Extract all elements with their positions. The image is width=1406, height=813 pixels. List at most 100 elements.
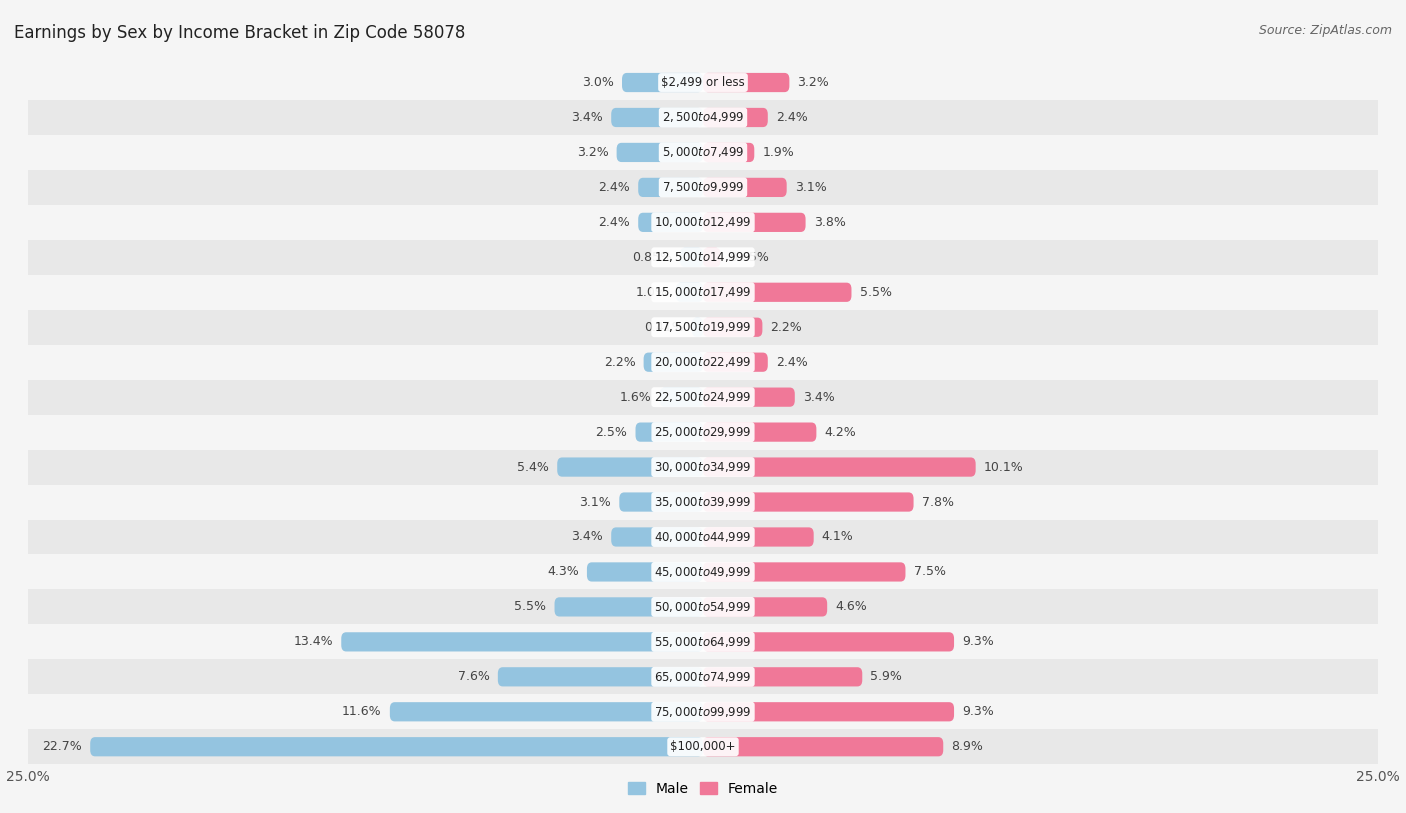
Bar [28, 694, 1378, 729]
FancyBboxPatch shape [703, 108, 768, 127]
FancyBboxPatch shape [554, 598, 703, 616]
Text: 2.4%: 2.4% [776, 356, 807, 368]
FancyBboxPatch shape [638, 213, 703, 232]
Text: 3.4%: 3.4% [803, 391, 835, 403]
Bar [28, 659, 1378, 694]
Bar [28, 589, 1378, 624]
Bar [28, 380, 1378, 415]
Text: Earnings by Sex by Income Bracket in Zip Code 58078: Earnings by Sex by Income Bracket in Zip… [14, 24, 465, 42]
FancyBboxPatch shape [692, 318, 703, 337]
Text: 1.0%: 1.0% [636, 286, 668, 298]
FancyBboxPatch shape [703, 388, 794, 406]
Text: $50,000 to $54,999: $50,000 to $54,999 [654, 600, 752, 614]
FancyBboxPatch shape [703, 143, 754, 162]
Text: 3.0%: 3.0% [582, 76, 614, 89]
Text: $55,000 to $64,999: $55,000 to $64,999 [654, 635, 752, 649]
Text: 0.65%: 0.65% [728, 251, 769, 263]
FancyBboxPatch shape [703, 283, 852, 302]
Text: $22,500 to $24,999: $22,500 to $24,999 [654, 390, 752, 404]
FancyBboxPatch shape [389, 702, 703, 721]
Bar [28, 520, 1378, 554]
FancyBboxPatch shape [659, 388, 703, 406]
FancyBboxPatch shape [636, 423, 703, 441]
Text: 11.6%: 11.6% [342, 706, 382, 718]
FancyBboxPatch shape [703, 493, 914, 511]
Text: 10.1%: 10.1% [984, 461, 1024, 473]
Text: 3.2%: 3.2% [797, 76, 830, 89]
Bar [28, 100, 1378, 135]
Text: 5.4%: 5.4% [517, 461, 550, 473]
Text: $7,500 to $9,999: $7,500 to $9,999 [662, 180, 744, 194]
Text: 2.5%: 2.5% [596, 426, 627, 438]
Text: 5.5%: 5.5% [859, 286, 891, 298]
Text: 2.2%: 2.2% [603, 356, 636, 368]
FancyBboxPatch shape [498, 667, 703, 686]
FancyBboxPatch shape [703, 528, 814, 546]
Text: 13.4%: 13.4% [294, 636, 333, 648]
Text: $17,500 to $19,999: $17,500 to $19,999 [654, 320, 752, 334]
Text: 4.3%: 4.3% [547, 566, 579, 578]
Text: 5.9%: 5.9% [870, 671, 903, 683]
Bar [28, 554, 1378, 589]
Text: $2,500 to $4,999: $2,500 to $4,999 [662, 111, 744, 124]
Text: 7.5%: 7.5% [914, 566, 946, 578]
FancyBboxPatch shape [703, 667, 862, 686]
Bar [28, 65, 1378, 100]
FancyBboxPatch shape [703, 178, 787, 197]
FancyBboxPatch shape [703, 353, 768, 372]
Text: 2.4%: 2.4% [599, 216, 630, 228]
Text: 2.4%: 2.4% [599, 181, 630, 193]
FancyBboxPatch shape [703, 598, 827, 616]
Bar [28, 345, 1378, 380]
FancyBboxPatch shape [617, 143, 703, 162]
FancyBboxPatch shape [612, 108, 703, 127]
Text: 4.2%: 4.2% [824, 426, 856, 438]
Text: 22.7%: 22.7% [42, 741, 82, 753]
Text: 0.85%: 0.85% [631, 251, 672, 263]
Text: $65,000 to $74,999: $65,000 to $74,999 [654, 670, 752, 684]
Bar [28, 240, 1378, 275]
Text: 1.6%: 1.6% [620, 391, 652, 403]
FancyBboxPatch shape [703, 213, 806, 232]
Text: 5.5%: 5.5% [515, 601, 547, 613]
Text: 3.1%: 3.1% [794, 181, 827, 193]
FancyBboxPatch shape [619, 493, 703, 511]
Text: 3.2%: 3.2% [576, 146, 609, 159]
Text: $30,000 to $34,999: $30,000 to $34,999 [654, 460, 752, 474]
Bar [28, 170, 1378, 205]
FancyBboxPatch shape [342, 633, 703, 651]
Text: $100,000+: $100,000+ [671, 741, 735, 753]
Bar [28, 485, 1378, 520]
FancyBboxPatch shape [586, 563, 703, 581]
Text: 1.9%: 1.9% [762, 146, 794, 159]
Bar [28, 729, 1378, 764]
Text: 8.9%: 8.9% [952, 741, 983, 753]
Text: 3.4%: 3.4% [571, 111, 603, 124]
FancyBboxPatch shape [703, 248, 720, 267]
FancyBboxPatch shape [644, 353, 703, 372]
FancyBboxPatch shape [681, 248, 703, 267]
FancyBboxPatch shape [621, 73, 703, 92]
Text: 7.6%: 7.6% [458, 671, 489, 683]
Text: 7.8%: 7.8% [922, 496, 953, 508]
FancyBboxPatch shape [90, 737, 703, 756]
FancyBboxPatch shape [703, 458, 976, 476]
Text: 4.1%: 4.1% [821, 531, 853, 543]
Text: $75,000 to $99,999: $75,000 to $99,999 [654, 705, 752, 719]
FancyBboxPatch shape [703, 633, 955, 651]
FancyBboxPatch shape [703, 423, 817, 441]
FancyBboxPatch shape [612, 528, 703, 546]
Text: 2.4%: 2.4% [776, 111, 807, 124]
Text: 3.1%: 3.1% [579, 496, 612, 508]
Text: 3.8%: 3.8% [814, 216, 845, 228]
Text: $25,000 to $29,999: $25,000 to $29,999 [654, 425, 752, 439]
Bar [28, 135, 1378, 170]
FancyBboxPatch shape [703, 563, 905, 581]
Text: $12,500 to $14,999: $12,500 to $14,999 [654, 250, 752, 264]
Legend: Male, Female: Male, Female [628, 782, 778, 796]
Text: 0.41%: 0.41% [644, 321, 683, 333]
Text: $10,000 to $12,499: $10,000 to $12,499 [654, 215, 752, 229]
Bar [28, 275, 1378, 310]
FancyBboxPatch shape [638, 178, 703, 197]
Text: $2,499 or less: $2,499 or less [661, 76, 745, 89]
